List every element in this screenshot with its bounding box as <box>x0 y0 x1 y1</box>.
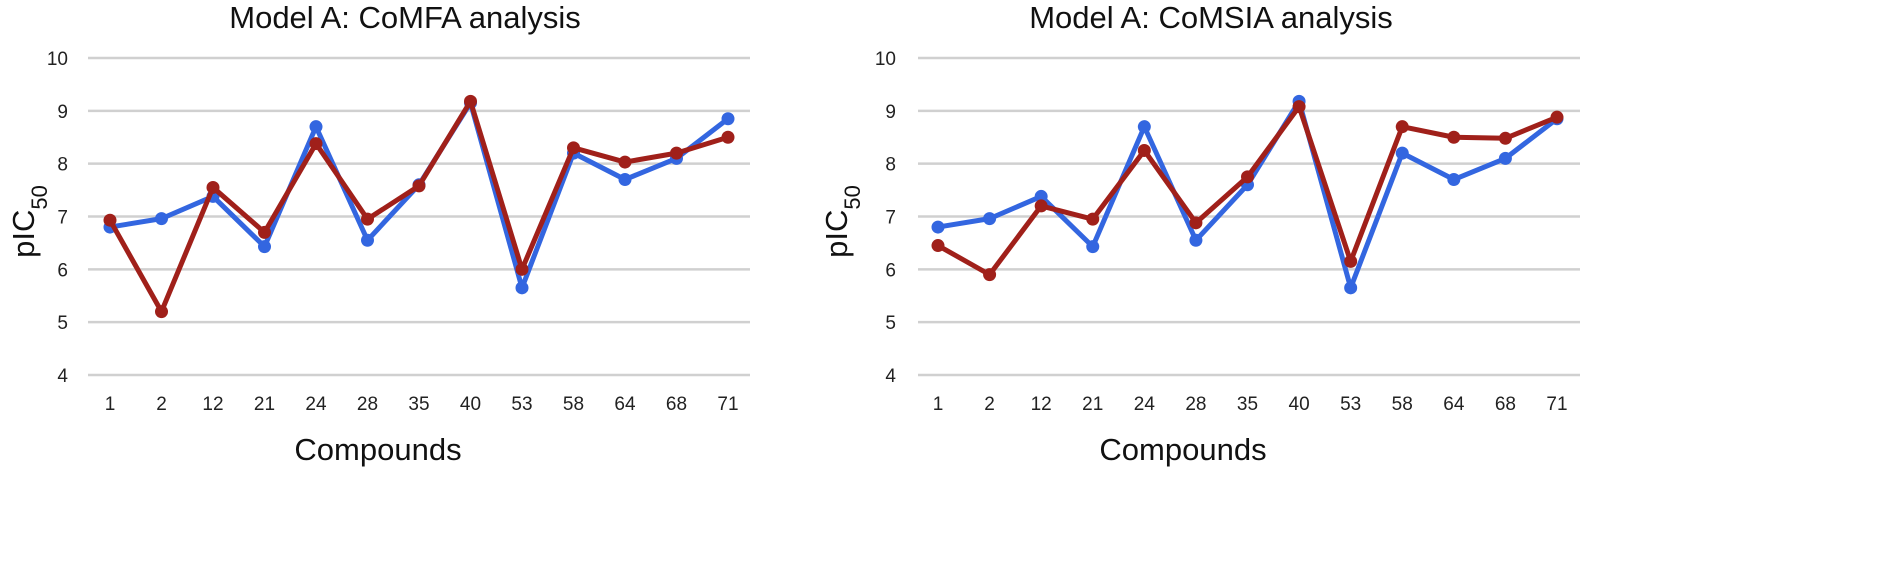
series-2-point <box>1498 131 1512 145</box>
x-tick-label: 53 <box>1340 394 1361 415</box>
x-axis-title: Compounds <box>1099 432 1266 467</box>
series-1-point <box>618 173 632 187</box>
series-1-point <box>361 233 374 247</box>
series-2-point <box>1086 212 1100 226</box>
series-1-point <box>1395 146 1409 160</box>
series-2-point <box>1447 130 1461 144</box>
y-tick-label: 8 <box>57 155 68 176</box>
series-1-point <box>515 281 529 295</box>
chart-panel-comsia: Model A: CoMSIA analysis 4 5 6 7 8 9 10 1 2 12 21 24… <box>800 0 1725 562</box>
series-2-point <box>515 262 529 276</box>
series-2-point <box>1395 120 1409 134</box>
series-2-point <box>103 213 117 227</box>
series-2-point <box>361 212 374 226</box>
x-tick-label: 1 <box>105 394 116 415</box>
series-2-point <box>1292 100 1306 114</box>
series-2-point <box>721 130 735 144</box>
series-2-point <box>464 94 477 108</box>
series-1-point <box>1034 189 1048 203</box>
series-2-point <box>1241 170 1254 184</box>
series-1-point <box>258 240 271 254</box>
x-tick-label: 2 <box>156 394 167 415</box>
x-tick-label: 21 <box>254 394 275 415</box>
chart-title: Model A: CoMSIA analysis <box>1029 0 1393 35</box>
series-2-point <box>567 141 580 155</box>
x-tick-label: 40 <box>1289 394 1310 415</box>
x-tick-label: 12 <box>1031 394 1052 415</box>
y-axis-title: pIC50 <box>819 185 865 258</box>
series-2-point <box>1189 216 1203 230</box>
y-tick-label: 10 <box>875 49 896 70</box>
x-tick-label: 40 <box>460 394 481 415</box>
series-1-point <box>309 120 323 134</box>
x-tick-label: 35 <box>1237 394 1258 415</box>
series-1-point <box>1086 240 1100 254</box>
x-tick-label: 28 <box>357 394 378 415</box>
x-tick-label: 24 <box>305 394 327 415</box>
chart-panel-comfa: Model A: CoMFA analysis 4 5 6 7 8 9 10 1 2 12 21 24 2… <box>6 0 750 467</box>
x-tick-label: 28 <box>1185 394 1206 415</box>
x-tick-label: 64 <box>1443 394 1465 415</box>
x-tick-label: 21 <box>1082 394 1103 415</box>
series-line-2 <box>107 98 731 315</box>
x-tick-label: 2 <box>984 394 995 415</box>
y-tick-label: 7 <box>57 208 68 229</box>
series-2-point <box>931 239 945 253</box>
series-2-point <box>670 146 683 160</box>
series-2-point <box>309 137 323 151</box>
series-line-1 <box>935 98 1560 291</box>
series-2-point <box>155 305 168 319</box>
series-2-point <box>412 179 426 193</box>
x-tick-label: 58 <box>563 394 584 415</box>
chart-title: Model A: CoMFA analysis <box>229 0 581 35</box>
y-tick-label: 5 <box>57 313 68 334</box>
series-2-point <box>618 155 632 169</box>
x-tick-label: 58 <box>1392 394 1413 415</box>
y-tick-label: 4 <box>885 366 896 387</box>
x-tick-label: 12 <box>202 394 223 415</box>
x-tick-label: 71 <box>1546 394 1567 415</box>
x-tick-label: 71 <box>717 394 738 415</box>
series-1-point <box>1447 173 1461 187</box>
x-tick-label: 35 <box>408 394 429 415</box>
series-2-point <box>1344 254 1358 268</box>
y-tick-label: 9 <box>57 102 68 123</box>
x-tick-label: 24 <box>1134 394 1156 415</box>
series-2-point <box>983 268 997 282</box>
series-2-point <box>258 225 271 239</box>
y-tick-label: 9 <box>885 102 896 123</box>
series-2-point <box>206 180 220 194</box>
series-2-point <box>1550 110 1564 124</box>
y-tick-label: 8 <box>885 155 896 176</box>
y-tick-label: 6 <box>57 260 68 281</box>
y-tick-label: 5 <box>885 313 896 334</box>
series-1-point <box>1498 151 1512 165</box>
series-1-point <box>1344 281 1358 295</box>
series-line-1 <box>107 100 731 291</box>
y-tick-label: 4 <box>57 366 68 387</box>
series-1-point <box>983 212 997 226</box>
series-1-point <box>721 112 735 126</box>
y-tick-label: 10 <box>47 49 68 70</box>
series-1-point <box>1189 233 1203 247</box>
series-1-point <box>155 212 168 226</box>
y-tick-label: 7 <box>885 208 896 229</box>
series-1-point <box>1137 120 1151 134</box>
y-axis-title: pIC50 <box>6 185 52 258</box>
series-2-point <box>1034 199 1048 213</box>
x-tick-label: 53 <box>511 394 532 415</box>
x-tick-label: 64 <box>614 394 636 415</box>
x-tick-label: 68 <box>666 394 687 415</box>
x-tick-label: 68 <box>1495 394 1516 415</box>
series-1-point <box>931 220 945 234</box>
x-axis-title: Compounds <box>294 432 461 467</box>
x-tick-label: 1 <box>933 394 944 415</box>
series-2-point <box>1137 143 1151 157</box>
y-tick-label: 6 <box>885 260 896 281</box>
